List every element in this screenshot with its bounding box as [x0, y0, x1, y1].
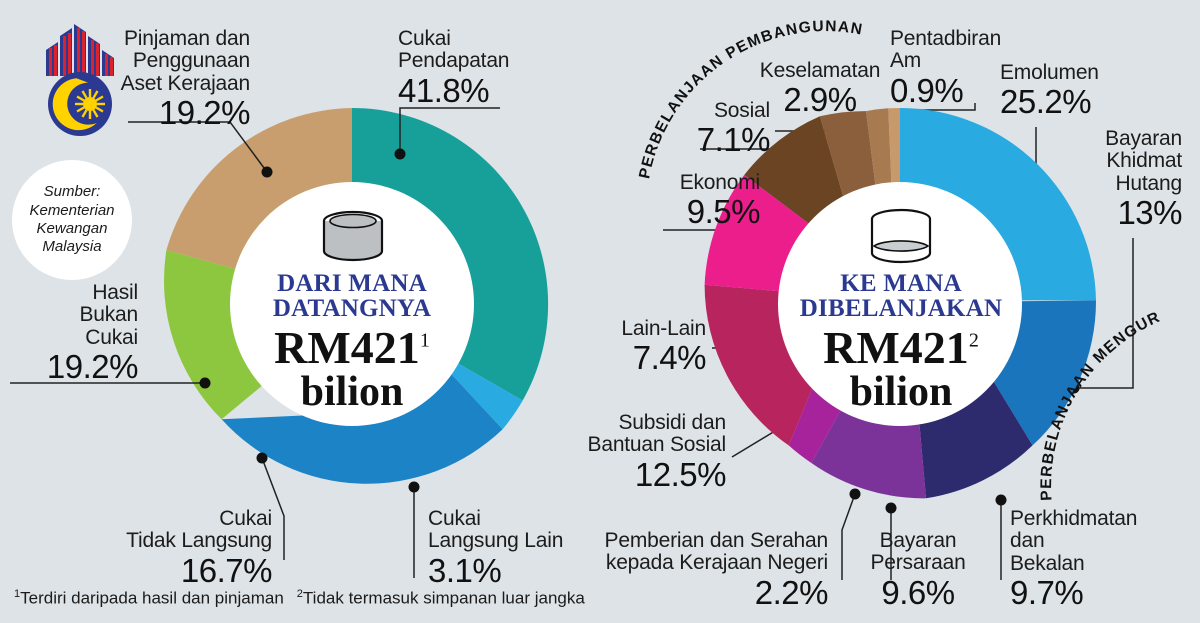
label-keselamatan: Keselamatan 2.9%	[755, 59, 885, 119]
label-perkhidmatan-bekalan-name: Perkhidmatan dan Bekalan	[1010, 507, 1138, 575]
label-perkhidmatan-bekalan-pct: 9.7%	[1010, 573, 1084, 611]
label-subsidi: Subsidi dan Bantuan Sosial 12.5%	[576, 411, 727, 493]
label-perkhidmatan-bekalan: Perkhidmatan dan Bekalan 9.7%	[1010, 507, 1170, 611]
label-cukai-pendapatan-pct: 41.8%	[398, 71, 490, 109]
label-lain-lain: Lain-Lain 7.4%	[580, 317, 707, 377]
label-hasil-bukan-cukai-pct: 19.2%	[46, 347, 139, 385]
label-bayaran-khidmat-hutang-pct: 13%	[1117, 193, 1182, 231]
label-lain-lain-name: Lain-Lain	[621, 317, 706, 340]
band-label-mengurus-text: PERBELANJAAN MENGURUS	[990, 290, 1162, 501]
footnote-text-1: Terdiri daripada hasil dan pinjaman	[20, 588, 284, 608]
left-amount: RM421	[274, 322, 420, 373]
footnote: 1Terdiri daripada hasil dan pinjaman 2Tid…	[14, 588, 585, 609]
label-hasil-bukan-cukai: Hasil Bukan Cukai 19.2%	[0, 281, 139, 385]
left-kicker-line-2: DATANGNYA	[272, 294, 432, 322]
label-cukai-pendapatan: Cukai Pendapatan 41.8%	[398, 27, 598, 109]
label-subsidi-name: Subsidi dan Bantuan Sosial	[587, 411, 727, 457]
left-unit: bilion	[300, 368, 404, 415]
label-bayaran-persaraan-pct: 9.6%	[881, 573, 955, 611]
label-cukai-tidak-langsung: Cukai Tidak Langsung 16.7%	[24, 507, 273, 589]
left-hub-text: DARI MANA DATANGNYA RM4211 bilion	[230, 270, 474, 415]
label-cukai-tidak-langsung-pct: 16.7%	[180, 551, 273, 589]
label-emolumen-name: Emolumen	[1000, 61, 1099, 84]
slice-cukai-langsung-lain	[434, 349, 523, 430]
source-text: Sumber: Kementerian Kewangan Malaysia	[29, 183, 115, 256]
band-label-mengurus: PERBELANJAAN MENGURUS	[990, 290, 1163, 501]
label-pemberian-serahan-pct: 2.2%	[754, 573, 829, 611]
right-kicker-line-1: KE MANA	[840, 270, 962, 297]
label-sosial: Sosial 7.1%	[640, 99, 771, 159]
label-cukai-tidak-langsung-name: Cukai Tidak Langsung	[126, 507, 272, 553]
slice-pinjaman	[166, 108, 352, 272]
empty-jar-icon	[870, 208, 932, 264]
band-label-pembangunan: PERBELANJAAN PEMBANGUNAN	[636, 18, 863, 180]
label-emolumen: Emolumen 25.2%	[1000, 61, 1140, 121]
label-hasil-bukan-cukai-name: Hasil Bukan Cukai	[79, 281, 138, 349]
slice-hasil-bukan-cukai	[164, 250, 278, 420]
label-subsidi-pct: 12.5%	[634, 455, 727, 493]
label-pemberian-serahan-name: Pemberian dan Serahan kepada Kerajaan Ne…	[604, 529, 829, 575]
label-bayaran-khidmat-hutang-name: Bayaran Khidmat Hutang	[1105, 127, 1182, 195]
label-emolumen-pct: 25.2%	[1000, 83, 1092, 121]
label-lain-lain-pct: 7.4%	[632, 339, 707, 377]
svg-text:PERBELANJAAN MENGURUS: PERBELANJAAN MENGURUS	[990, 290, 1163, 501]
label-keselamatan-name: Keselamatan	[759, 59, 881, 82]
footnote-text-2: Tidak termasuk simpanan luar jangka	[302, 588, 585, 608]
label-pinjaman-pct: 19.2%	[158, 93, 251, 131]
label-keselamatan-pct: 2.9%	[783, 81, 857, 119]
label-sosial-pct: 7.1%	[696, 121, 771, 159]
left-amount-footnote-marker: 1	[419, 329, 430, 352]
label-ekonomi-pct: 9.5%	[686, 193, 761, 231]
label-cukai-langsung-lain: Cukai Langsung Lain 3.1%	[428, 507, 618, 589]
label-sosial-name: Sosial	[714, 99, 770, 122]
right-unit: bilion	[849, 368, 953, 415]
label-cukai-pendapatan-name: Cukai Pendapatan	[398, 27, 510, 73]
label-pentadbiran-am: Pentadbiran Am 0.9%	[890, 27, 1020, 109]
right-amount: RM421	[823, 322, 969, 373]
label-ekonomi-name: Ekonomi	[679, 171, 761, 194]
left-kicker-line-1: DARI MANA	[277, 270, 427, 297]
label-pentadbiran-am-name: Pentadbiran Am	[890, 27, 1002, 73]
label-pinjaman: Pinjaman dan Penggunaan Aset Kerajaan 19…	[40, 27, 251, 131]
label-bayaran-khidmat-hutang: Bayaran Khidmat Hutang 13%	[1040, 127, 1182, 231]
malaysia-government-logo	[28, 18, 132, 136]
source-bubble: Sumber: Kementerian Kewangan Malaysia	[12, 160, 132, 280]
footnote-marker-2: 2	[296, 588, 303, 600]
right-hub-text: KE MANA DIBELANJAKAN RM4212 bilion	[770, 270, 1032, 415]
full-jar-icon	[322, 210, 384, 262]
right-kicker-line-2: DIBELANJAKAN	[799, 294, 1003, 322]
label-cukai-langsung-lain-pct: 3.1%	[428, 551, 502, 589]
label-pinjaman-name: Pinjaman dan Penggunaan Aset Kerajaan	[120, 27, 251, 95]
label-cukai-langsung-lain-name: Cukai Langsung Lain	[428, 507, 564, 553]
right-amount-footnote-marker: 2	[968, 329, 979, 352]
label-ekonomi: Ekonomi 9.5%	[600, 171, 761, 231]
label-bayaran-persaraan-name: Bayaran Persaraan	[870, 529, 966, 575]
footnote-marker-1: 1	[14, 588, 21, 600]
label-pentadbiran-am-pct: 0.9%	[890, 71, 964, 109]
label-bayaran-persaraan: Bayaran Persaraan 9.6%	[858, 529, 978, 611]
label-pemberian-serahan: Pemberian dan Serahan kepada Kerajaan Ne…	[598, 529, 829, 611]
